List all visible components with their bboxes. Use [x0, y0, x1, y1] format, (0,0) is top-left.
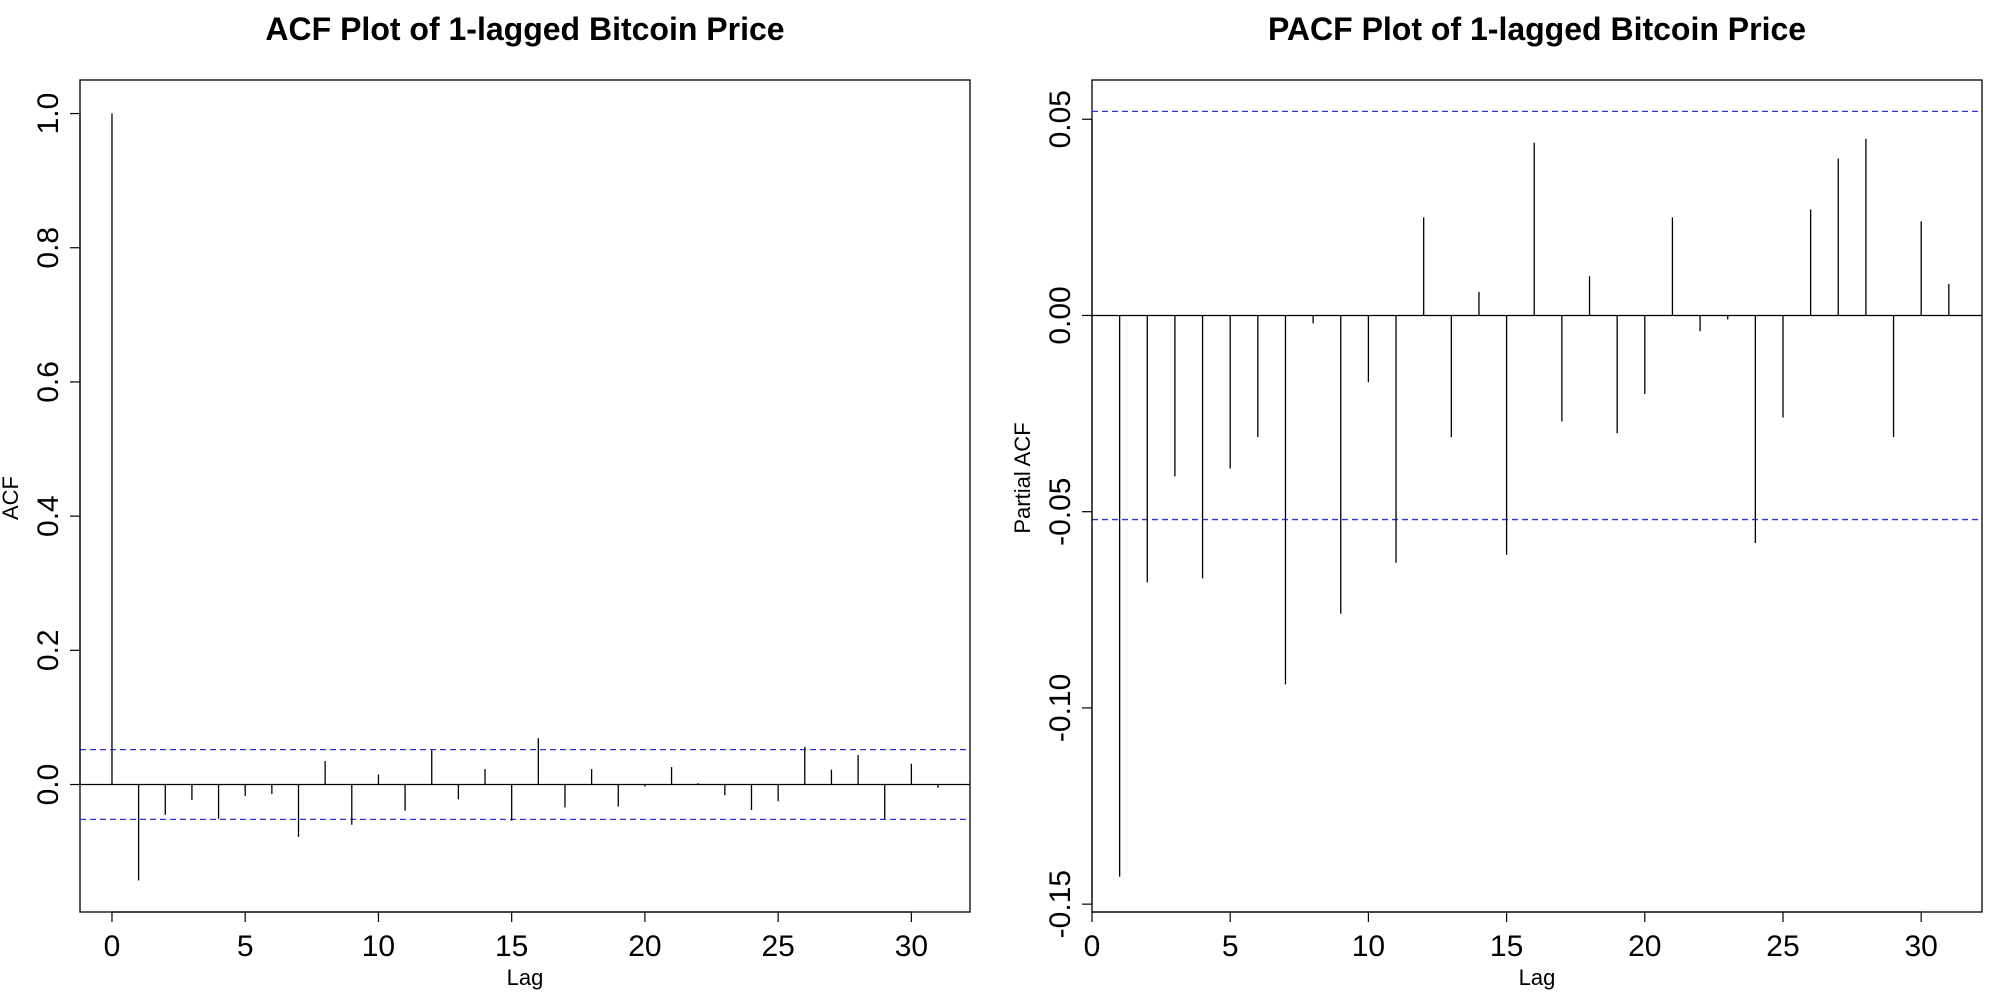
- acf-y-axis: 0.0 0.2 0.4 0.6 0.8 1.0: [32, 93, 81, 806]
- acf-x-tick-label-20: 20: [628, 930, 661, 963]
- pacf-x-tick-label-10: 10: [1352, 930, 1385, 963]
- acf-x-tick-label-0: 0: [104, 930, 121, 963]
- pacf-x-tick-label-0: 0: [1084, 930, 1101, 963]
- pacf-y-tick-label-2: -0.05: [1044, 478, 1077, 546]
- pacf-y-axis-label: Partial ACF: [1010, 422, 1035, 533]
- acf-y-tick-label-1: 0.2: [32, 629, 65, 671]
- acf-x-axis-label: Lag: [507, 965, 544, 990]
- acf-chart-title: ACF Plot of 1-lagged Bitcoin Price: [265, 11, 784, 47]
- acf-y-tick-label-4: 0.8: [32, 227, 65, 269]
- acf-y-tick-label-3: 0.6: [32, 361, 65, 403]
- acf-bars: [111, 113, 939, 881]
- acf-x-tick-label-5: 5: [237, 930, 254, 963]
- acf-x-tick-label-15: 15: [495, 930, 528, 963]
- pacf-y-tick-label-0: -0.15: [1044, 870, 1077, 938]
- pacf-y-tick-label-4: 0.05: [1044, 90, 1077, 148]
- pacf-x-axis: 0 5 10 15 20 25 30: [1084, 911, 1938, 963]
- pacf-y-axis: -0.15 -0.10 -0.05 0.00 0.05: [1044, 90, 1093, 938]
- acf-x-tick-label-30: 30: [895, 930, 928, 963]
- pacf-y-tick-label-1: -0.10: [1044, 674, 1077, 742]
- pacf-x-tick-label-25: 25: [1766, 930, 1799, 963]
- pacf-confidence-lines: [1092, 110, 1982, 521]
- pacf-bars: [1118, 138, 1950, 877]
- acf-y-tick-label-2: 0.4: [32, 495, 65, 537]
- acf-y-tick-label-0: 0.0: [32, 764, 65, 806]
- pacf-x-axis-label: Lag: [1519, 965, 1556, 990]
- pacf-x-tick-label-15: 15: [1490, 930, 1523, 963]
- acf-panel: ACF Plot of 1-lagged Bitcoin Price Lag A…: [0, 11, 971, 990]
- acf-x-axis: 0 5 10 15 20 25 30: [104, 911, 928, 963]
- pacf-x-tick-label-20: 20: [1628, 930, 1661, 963]
- pacf-chart-title: PACF Plot of 1-lagged Bitcoin Price: [1268, 11, 1806, 47]
- pacf-plot-frame: [1091, 79, 1983, 913]
- pacf-panel: PACF Plot of 1-lagged Bitcoin Price Lag …: [1010, 11, 1983, 990]
- acf-plot-frame: [79, 79, 971, 913]
- acf-y-axis-label: ACF: [0, 476, 23, 520]
- acf-x-tick-label-10: 10: [362, 930, 395, 963]
- pacf-x-tick-label-5: 5: [1222, 930, 1239, 963]
- acf-y-tick-label-5: 1.0: [32, 93, 65, 135]
- acf-x-tick-label-25: 25: [761, 930, 794, 963]
- pacf-y-tick-label-3: 0.00: [1044, 286, 1077, 344]
- pacf-x-tick-label-30: 30: [1905, 930, 1938, 963]
- acf-confidence-lines: [80, 748, 970, 821]
